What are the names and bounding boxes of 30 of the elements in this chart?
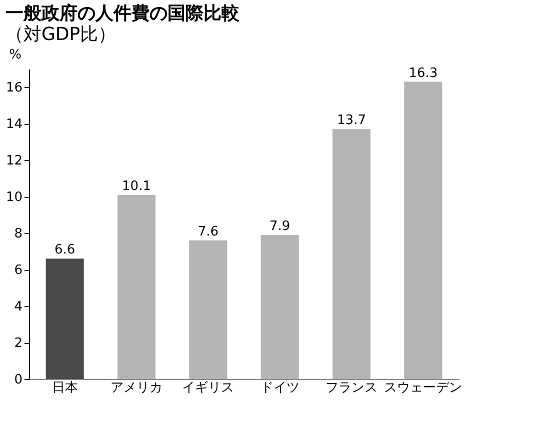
bar xyxy=(332,129,370,379)
x-tick-label: 日本 xyxy=(52,380,78,396)
bar xyxy=(189,240,228,379)
bar xyxy=(46,258,84,379)
y-tick-label: 10 xyxy=(6,190,22,206)
y-tick-label: 6 xyxy=(14,263,22,278)
data-label: 6.6 xyxy=(54,242,76,258)
x-tick-label: ドイツ xyxy=(260,380,300,396)
y-tick-label: 12 xyxy=(6,154,22,169)
data-label: 7.9 xyxy=(269,218,290,234)
bar xyxy=(260,234,299,379)
x-tick-label: イギリス xyxy=(182,380,234,396)
y-tick-label: 4 xyxy=(14,300,22,315)
y-tick-label: 14 xyxy=(6,117,22,132)
x-tick-label: スウェーデン xyxy=(384,380,462,396)
y-tick-label: 8 xyxy=(14,226,22,242)
y-tick-label: 2 xyxy=(14,336,22,352)
data-label: 10.1 xyxy=(122,178,151,194)
chart-title: 一般政府の人件費の国際比較 xyxy=(5,3,240,24)
y-axis-title: % xyxy=(9,48,22,62)
data-label: 7.6 xyxy=(198,224,219,240)
bar xyxy=(118,194,156,379)
x-tick-label: フランス xyxy=(326,380,378,396)
x-tick-label: アメリカ xyxy=(110,380,162,396)
y-tick-label: 0 xyxy=(14,372,22,388)
bar xyxy=(404,82,442,379)
data-label: 13.7 xyxy=(337,113,366,128)
data-label: 16.3 xyxy=(408,66,438,81)
chart-subtitle: （対GDP比） xyxy=(5,24,116,45)
y-tick-label: 16 xyxy=(6,80,22,96)
